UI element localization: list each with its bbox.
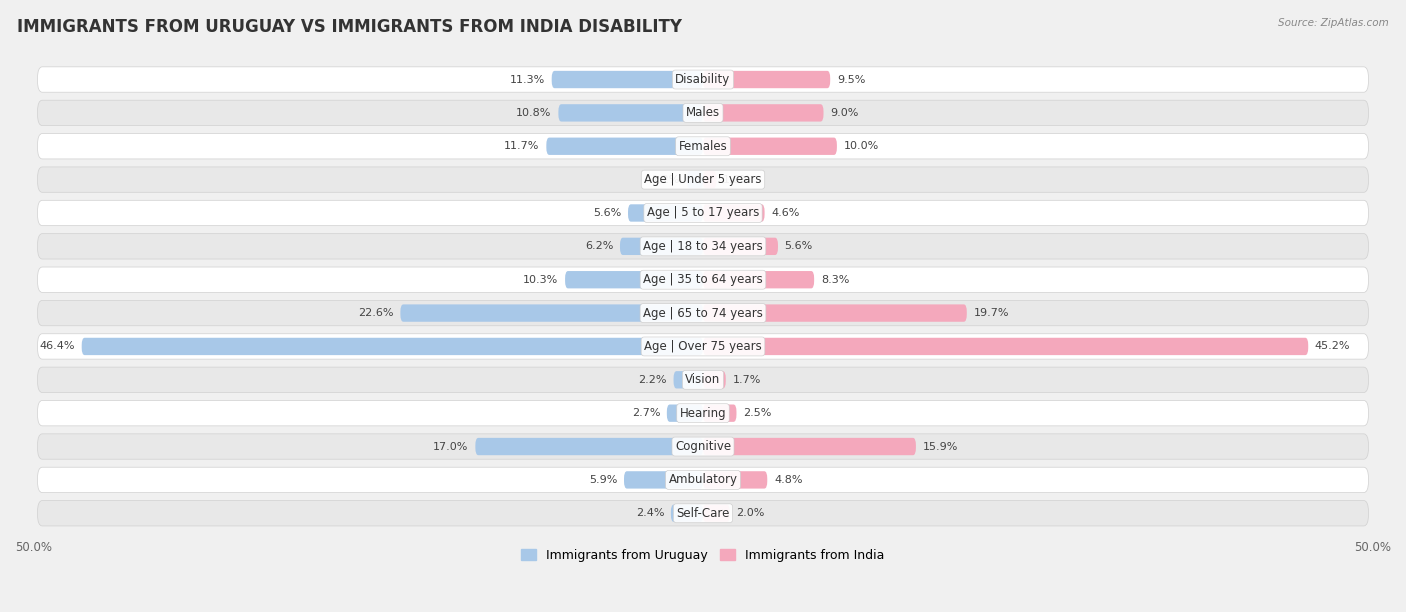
FancyBboxPatch shape (38, 501, 1368, 526)
FancyBboxPatch shape (38, 367, 1368, 392)
FancyBboxPatch shape (703, 371, 725, 389)
FancyBboxPatch shape (38, 167, 1368, 192)
FancyBboxPatch shape (38, 434, 1368, 459)
Text: 11.7%: 11.7% (505, 141, 540, 151)
FancyBboxPatch shape (688, 171, 703, 188)
FancyBboxPatch shape (38, 300, 1368, 326)
FancyBboxPatch shape (624, 471, 703, 488)
FancyBboxPatch shape (401, 304, 703, 322)
Text: Age | 65 to 74 years: Age | 65 to 74 years (643, 307, 763, 319)
FancyBboxPatch shape (38, 400, 1368, 426)
Text: 9.5%: 9.5% (837, 75, 865, 84)
Text: 1.7%: 1.7% (733, 375, 761, 385)
FancyBboxPatch shape (703, 104, 824, 122)
Text: 22.6%: 22.6% (359, 308, 394, 318)
Text: 5.6%: 5.6% (785, 241, 813, 252)
Text: Age | Under 5 years: Age | Under 5 years (644, 173, 762, 186)
Text: Vision: Vision (685, 373, 721, 386)
FancyBboxPatch shape (703, 271, 814, 288)
Text: 6.2%: 6.2% (585, 241, 613, 252)
Text: 2.7%: 2.7% (631, 408, 661, 418)
FancyBboxPatch shape (703, 338, 1308, 355)
FancyBboxPatch shape (666, 405, 703, 422)
FancyBboxPatch shape (703, 171, 717, 188)
FancyBboxPatch shape (703, 304, 967, 322)
Text: 9.0%: 9.0% (830, 108, 859, 118)
FancyBboxPatch shape (38, 467, 1368, 493)
Text: Age | 5 to 17 years: Age | 5 to 17 years (647, 206, 759, 220)
FancyBboxPatch shape (703, 471, 768, 488)
Text: 8.3%: 8.3% (821, 275, 849, 285)
Text: 4.8%: 4.8% (773, 475, 803, 485)
FancyBboxPatch shape (565, 271, 703, 288)
Text: 11.3%: 11.3% (510, 75, 546, 84)
Text: IMMIGRANTS FROM URUGUAY VS IMMIGRANTS FROM INDIA DISABILITY: IMMIGRANTS FROM URUGUAY VS IMMIGRANTS FR… (17, 18, 682, 36)
Text: Hearing: Hearing (679, 406, 727, 420)
FancyBboxPatch shape (671, 504, 703, 522)
Text: Females: Females (679, 140, 727, 153)
Text: 2.5%: 2.5% (744, 408, 772, 418)
FancyBboxPatch shape (703, 237, 778, 255)
FancyBboxPatch shape (38, 267, 1368, 293)
Text: 10.8%: 10.8% (516, 108, 551, 118)
Text: 15.9%: 15.9% (922, 441, 957, 452)
FancyBboxPatch shape (558, 104, 703, 122)
FancyBboxPatch shape (82, 338, 703, 355)
FancyBboxPatch shape (628, 204, 703, 222)
FancyBboxPatch shape (703, 71, 830, 88)
FancyBboxPatch shape (673, 371, 703, 389)
FancyBboxPatch shape (547, 138, 703, 155)
Text: Age | 18 to 34 years: Age | 18 to 34 years (643, 240, 763, 253)
FancyBboxPatch shape (38, 67, 1368, 92)
FancyBboxPatch shape (475, 438, 703, 455)
Text: Age | Over 75 years: Age | Over 75 years (644, 340, 762, 353)
Text: 45.2%: 45.2% (1315, 341, 1350, 351)
FancyBboxPatch shape (703, 138, 837, 155)
Text: 1.2%: 1.2% (652, 174, 681, 185)
Text: 46.4%: 46.4% (39, 341, 75, 351)
Text: 10.3%: 10.3% (523, 275, 558, 285)
Text: 19.7%: 19.7% (973, 308, 1010, 318)
Text: 2.4%: 2.4% (636, 508, 664, 518)
Text: 17.0%: 17.0% (433, 441, 468, 452)
FancyBboxPatch shape (703, 504, 730, 522)
FancyBboxPatch shape (551, 71, 703, 88)
Text: 10.0%: 10.0% (844, 141, 879, 151)
FancyBboxPatch shape (703, 405, 737, 422)
Text: 5.9%: 5.9% (589, 475, 617, 485)
Text: Age | 35 to 64 years: Age | 35 to 64 years (643, 273, 763, 286)
FancyBboxPatch shape (703, 438, 915, 455)
FancyBboxPatch shape (38, 100, 1368, 125)
Text: 5.6%: 5.6% (593, 208, 621, 218)
Text: Males: Males (686, 106, 720, 119)
Text: Disability: Disability (675, 73, 731, 86)
FancyBboxPatch shape (38, 200, 1368, 226)
FancyBboxPatch shape (38, 234, 1368, 259)
FancyBboxPatch shape (620, 237, 703, 255)
Text: Ambulatory: Ambulatory (668, 474, 738, 487)
FancyBboxPatch shape (703, 204, 765, 222)
FancyBboxPatch shape (38, 133, 1368, 159)
FancyBboxPatch shape (38, 334, 1368, 359)
Text: Source: ZipAtlas.com: Source: ZipAtlas.com (1278, 18, 1389, 28)
Text: 2.2%: 2.2% (638, 375, 666, 385)
Text: Cognitive: Cognitive (675, 440, 731, 453)
Text: 2.0%: 2.0% (737, 508, 765, 518)
Text: Self-Care: Self-Care (676, 507, 730, 520)
Legend: Immigrants from Uruguay, Immigrants from India: Immigrants from Uruguay, Immigrants from… (516, 544, 890, 567)
Text: 1.0%: 1.0% (723, 174, 751, 185)
Text: 4.6%: 4.6% (772, 208, 800, 218)
